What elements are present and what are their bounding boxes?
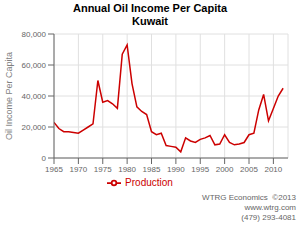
svg-text:40,000: 40,000	[22, 92, 47, 101]
svg-text:1965: 1965	[45, 165, 63, 174]
html-text:(479) 293-4081: (479) 293-4081	[241, 213, 296, 222]
svg-text:2000: 2000	[216, 165, 234, 174]
svg-text:0: 0	[42, 154, 47, 163]
html-text:Annual Oil Income Per Capita: Annual Oil Income Per Capita	[73, 2, 227, 14]
svg-text:Oil Income Per Capita: Oil Income Per Capita	[8, 52, 14, 140]
svg-text:1985: 1985	[143, 165, 161, 174]
svg-text:1975: 1975	[94, 165, 112, 174]
svg-text:2010: 2010	[264, 165, 282, 174]
html-text:WTRG Economics ©2013: WTRG Economics ©2013	[202, 193, 296, 202]
svg-text:1995: 1995	[191, 165, 209, 174]
svg-text:1990: 1990	[167, 165, 185, 174]
svg-text:1980: 1980	[118, 165, 136, 174]
svg-text:60,000: 60,000	[22, 61, 47, 70]
html-text:Production: Production	[125, 176, 173, 188]
svg-text:20,000: 20,000	[22, 123, 47, 132]
svg-text:1970: 1970	[69, 165, 87, 174]
html-text:www.wtrg.com: www.wtrg.com	[244, 203, 296, 212]
html-text:Kuwait: Kuwait	[132, 15, 168, 27]
svg-text:80,000: 80,000	[22, 30, 47, 39]
svg-text:2005: 2005	[240, 165, 258, 174]
